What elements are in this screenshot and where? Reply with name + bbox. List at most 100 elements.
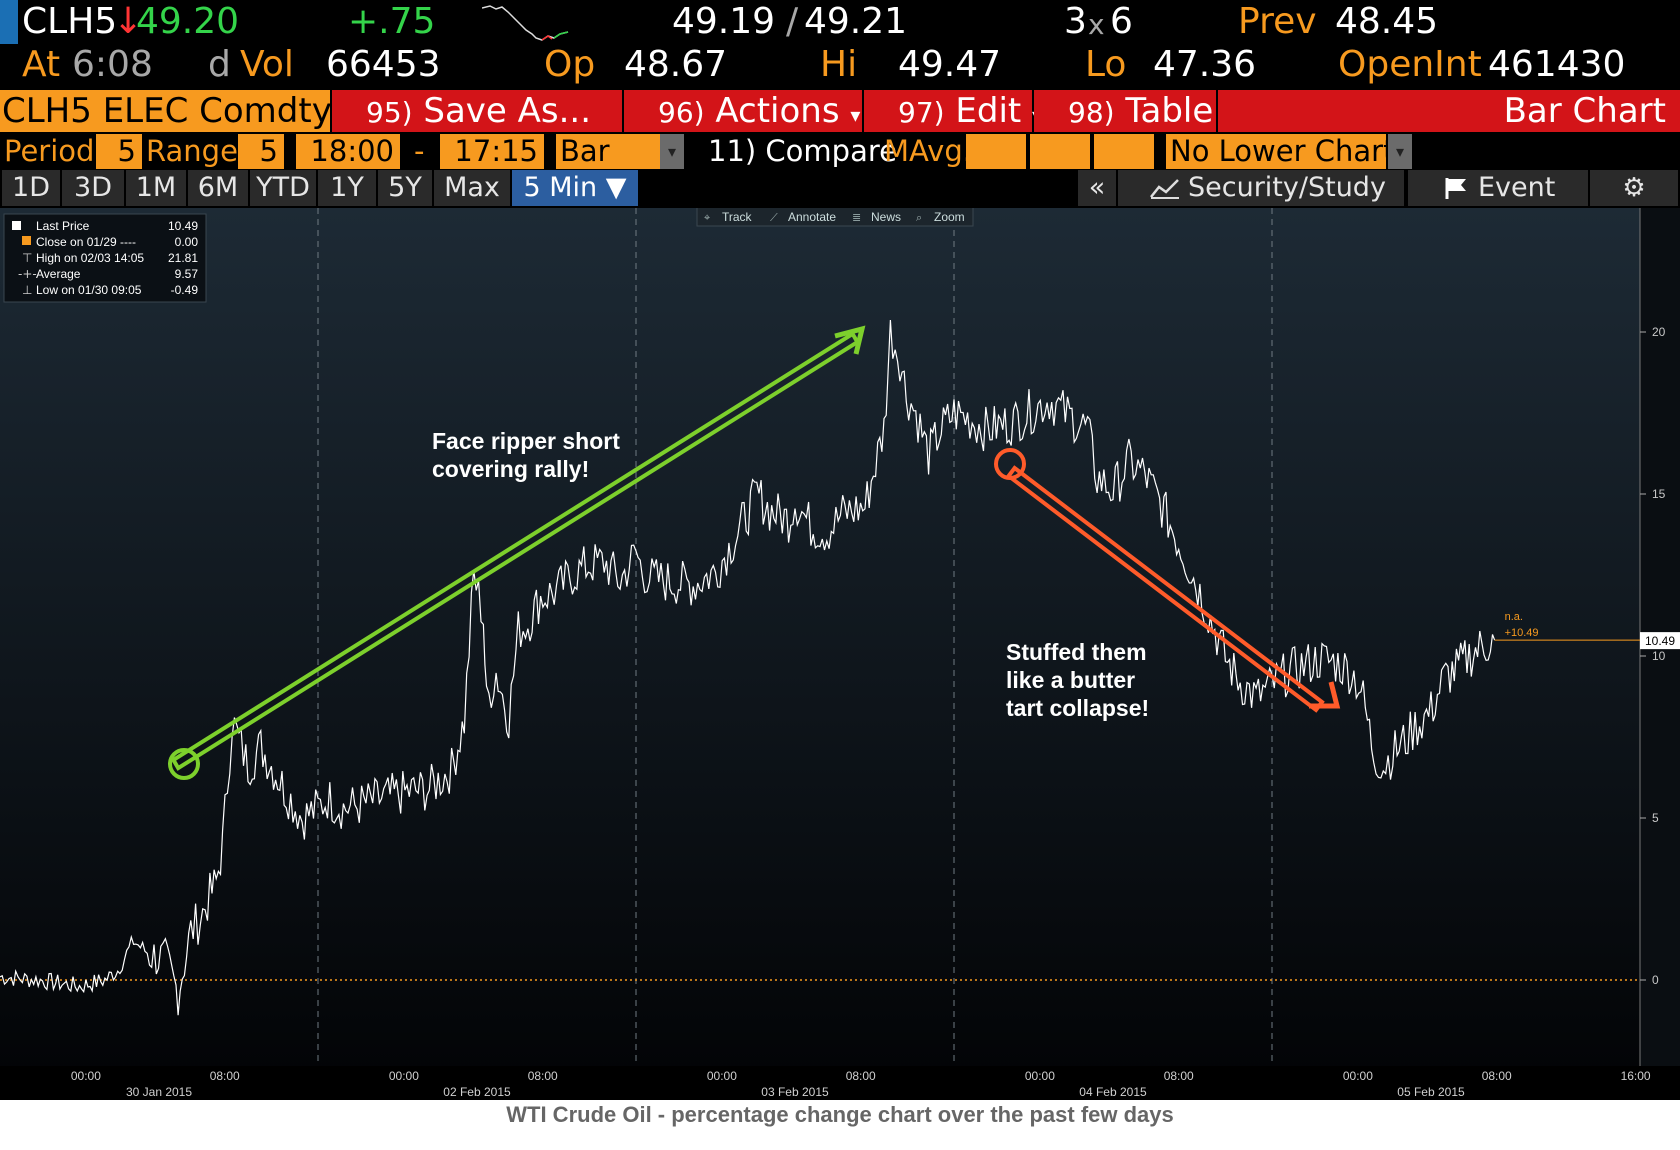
collapse-icon[interactable]: « xyxy=(1078,170,1116,206)
magnifier-icon: ⌕ xyxy=(916,211,922,224)
size-separator: x xyxy=(1088,8,1105,41)
tab-6m[interactable]: 6M xyxy=(188,170,248,206)
start-time-field[interactable]: 18:00 xyxy=(296,134,400,169)
ticker-symbol[interactable]: CLH5 xyxy=(22,1,118,42)
gear-icon[interactable]: ⚙ xyxy=(1590,170,1678,206)
legend-last-price-swatch xyxy=(12,221,21,230)
rally-annotation-line: Face ripper short xyxy=(432,428,620,454)
end-time-field[interactable]: 17:15 xyxy=(440,134,544,169)
compare-button[interactable]: 11) Compare xyxy=(708,134,897,168)
crosshair-icon: ⌖ xyxy=(704,211,710,224)
chart-type-dropdown-icon[interactable]: ▾ xyxy=(660,134,684,169)
x-tick-label: 16:00 xyxy=(1621,1069,1651,1083)
mavg-label: MAvg. xyxy=(884,134,972,168)
y-tick-label: 15 xyxy=(1652,487,1666,501)
collapse-arrowhead xyxy=(1309,681,1341,709)
table-label: Table xyxy=(1125,91,1214,131)
tab-1y[interactable]: 1Y xyxy=(318,170,376,206)
low-value: 47.36 xyxy=(1153,44,1257,85)
x-tick-label: 08:00 xyxy=(1164,1069,1194,1083)
x-date-label: 02 Feb 2015 xyxy=(443,1085,511,1099)
edit-label: Edit xyxy=(955,91,1022,131)
security-field[interactable]: CLH5 ELEC Comdty xyxy=(0,90,332,132)
price-series-line xyxy=(0,319,1496,1016)
ask-price: 49.21 xyxy=(804,1,908,42)
collapse-annotation-line: tart collapse! xyxy=(1006,695,1149,721)
collapse-annotation-line: like a butter xyxy=(1006,667,1135,693)
high-marker-icon: ⊤ xyxy=(22,251,32,265)
legend-value: 10.49 xyxy=(168,219,198,233)
open-value: 48.67 xyxy=(624,44,728,85)
track-button[interactable]: Track xyxy=(722,210,753,224)
legend-label: Close on 01/29 ---- xyxy=(36,235,136,249)
news-button[interactable]: News xyxy=(871,210,901,224)
y-tick-label: 0 xyxy=(1652,973,1659,987)
legend-label: Low on 01/30 09:05 xyxy=(36,283,142,297)
y-axis: 0 5 10 15 20 xyxy=(1640,325,1666,987)
lower-chart-dropdown-icon[interactable]: ▾ xyxy=(1388,134,1412,169)
event-button[interactable]: Event xyxy=(1408,170,1588,206)
high-label: Hi xyxy=(820,44,858,85)
actions-menu-button[interactable]: 96) Actions ▾ xyxy=(624,90,862,132)
rally-arrowhead xyxy=(834,325,866,355)
annotate-button[interactable]: Annotate xyxy=(788,210,836,224)
period-field[interactable]: 5 xyxy=(96,134,142,169)
table-button[interactable]: 98) Table xyxy=(1034,90,1216,132)
bid-size: 3 xyxy=(1064,1,1087,42)
pencil-icon: ⟋ xyxy=(770,211,778,224)
edit-menu-button[interactable]: 97) Edit ▾ xyxy=(864,90,1042,132)
tab-ytd[interactable]: YTD xyxy=(250,170,316,206)
table-number: 98) xyxy=(1068,96,1115,129)
lower-chart-select[interactable]: No Lower Chart xyxy=(1166,134,1394,169)
tab-5-min[interactable]: 5 Min ▼ xyxy=(512,170,638,206)
mavg-field-1[interactable] xyxy=(966,134,1026,169)
tab-1m[interactable]: 1M xyxy=(126,170,186,206)
legend-label: Last Price xyxy=(36,219,90,233)
rally-annotation-line: covering rally! xyxy=(432,456,589,482)
tab-max[interactable]: Max xyxy=(434,170,510,206)
legend-value: 21.81 xyxy=(168,251,198,265)
legend-label: High on 02/03 14:05 xyxy=(36,251,144,265)
last-trade-time: 6:08 xyxy=(72,44,153,85)
x-tick-label: 08:00 xyxy=(210,1069,240,1083)
day-separators xyxy=(317,208,1273,1066)
x-tick-label: 08:00 xyxy=(528,1069,558,1083)
legend-value: -0.49 xyxy=(171,283,199,297)
mavg-field-3[interactable] xyxy=(1094,134,1154,169)
chart-toolbar-frame xyxy=(696,208,974,227)
security-study-button[interactable]: Security/Study xyxy=(1118,170,1404,206)
legend-close-swatch xyxy=(22,236,31,245)
mavg-field-2[interactable] xyxy=(1030,134,1090,169)
price-chart[interactable]: 0 5 10 15 20 ⌖ Track ⟋ Annotate ≣ News ⌕ Zoo… xyxy=(0,208,1680,1100)
edit-number: 97) xyxy=(898,96,945,129)
save-as-label: Save As... xyxy=(423,91,592,131)
annotation-text: Face ripper short covering rally! Stuffe… xyxy=(432,428,1149,721)
actions-label: Actions xyxy=(715,91,840,131)
tab-3d[interactable]: 3D xyxy=(62,170,124,206)
low-marker-icon: ⊥ xyxy=(22,283,32,297)
ticker-header: CLH5 ↓ 49.20 +.75 49.19 / 49.21 3 x 6 Pr… xyxy=(0,0,1680,89)
open-interest-value: 461430 xyxy=(1488,44,1626,85)
na-label: n.a. xyxy=(1505,611,1523,623)
zoom-button[interactable]: Zoom xyxy=(934,210,965,224)
bid-ask-separator: / xyxy=(786,1,799,42)
x-date-label: 04 Feb 2015 xyxy=(1079,1085,1147,1099)
tab-5y[interactable]: 5Y xyxy=(378,170,432,206)
chart-type-select[interactable]: Bar xyxy=(556,134,660,169)
flag-icon xyxy=(1445,178,1466,199)
save-as-button[interactable]: 95) Save As... xyxy=(332,90,622,132)
average-marker-icon: -+- xyxy=(18,267,37,281)
down-arrow-icon: ↓ xyxy=(113,1,144,42)
tab-1d[interactable]: 1D xyxy=(2,170,60,206)
security-indicator-bar xyxy=(0,0,18,44)
legend-box: Last Price 10.49 Close on 01/29 ---- 0.0… xyxy=(3,213,207,303)
caret-down-icon: ▾ xyxy=(850,103,861,127)
collapse-start-circle xyxy=(994,448,1026,480)
open-label: Op xyxy=(544,44,596,85)
y-tick-label: 20 xyxy=(1652,325,1666,339)
rally-start-circle xyxy=(168,748,200,780)
x-tick-label: 00:00 xyxy=(1343,1069,1373,1083)
collapse-annotation-line: Stuffed them xyxy=(1006,639,1147,665)
range-field[interactable]: 5 xyxy=(238,134,284,169)
